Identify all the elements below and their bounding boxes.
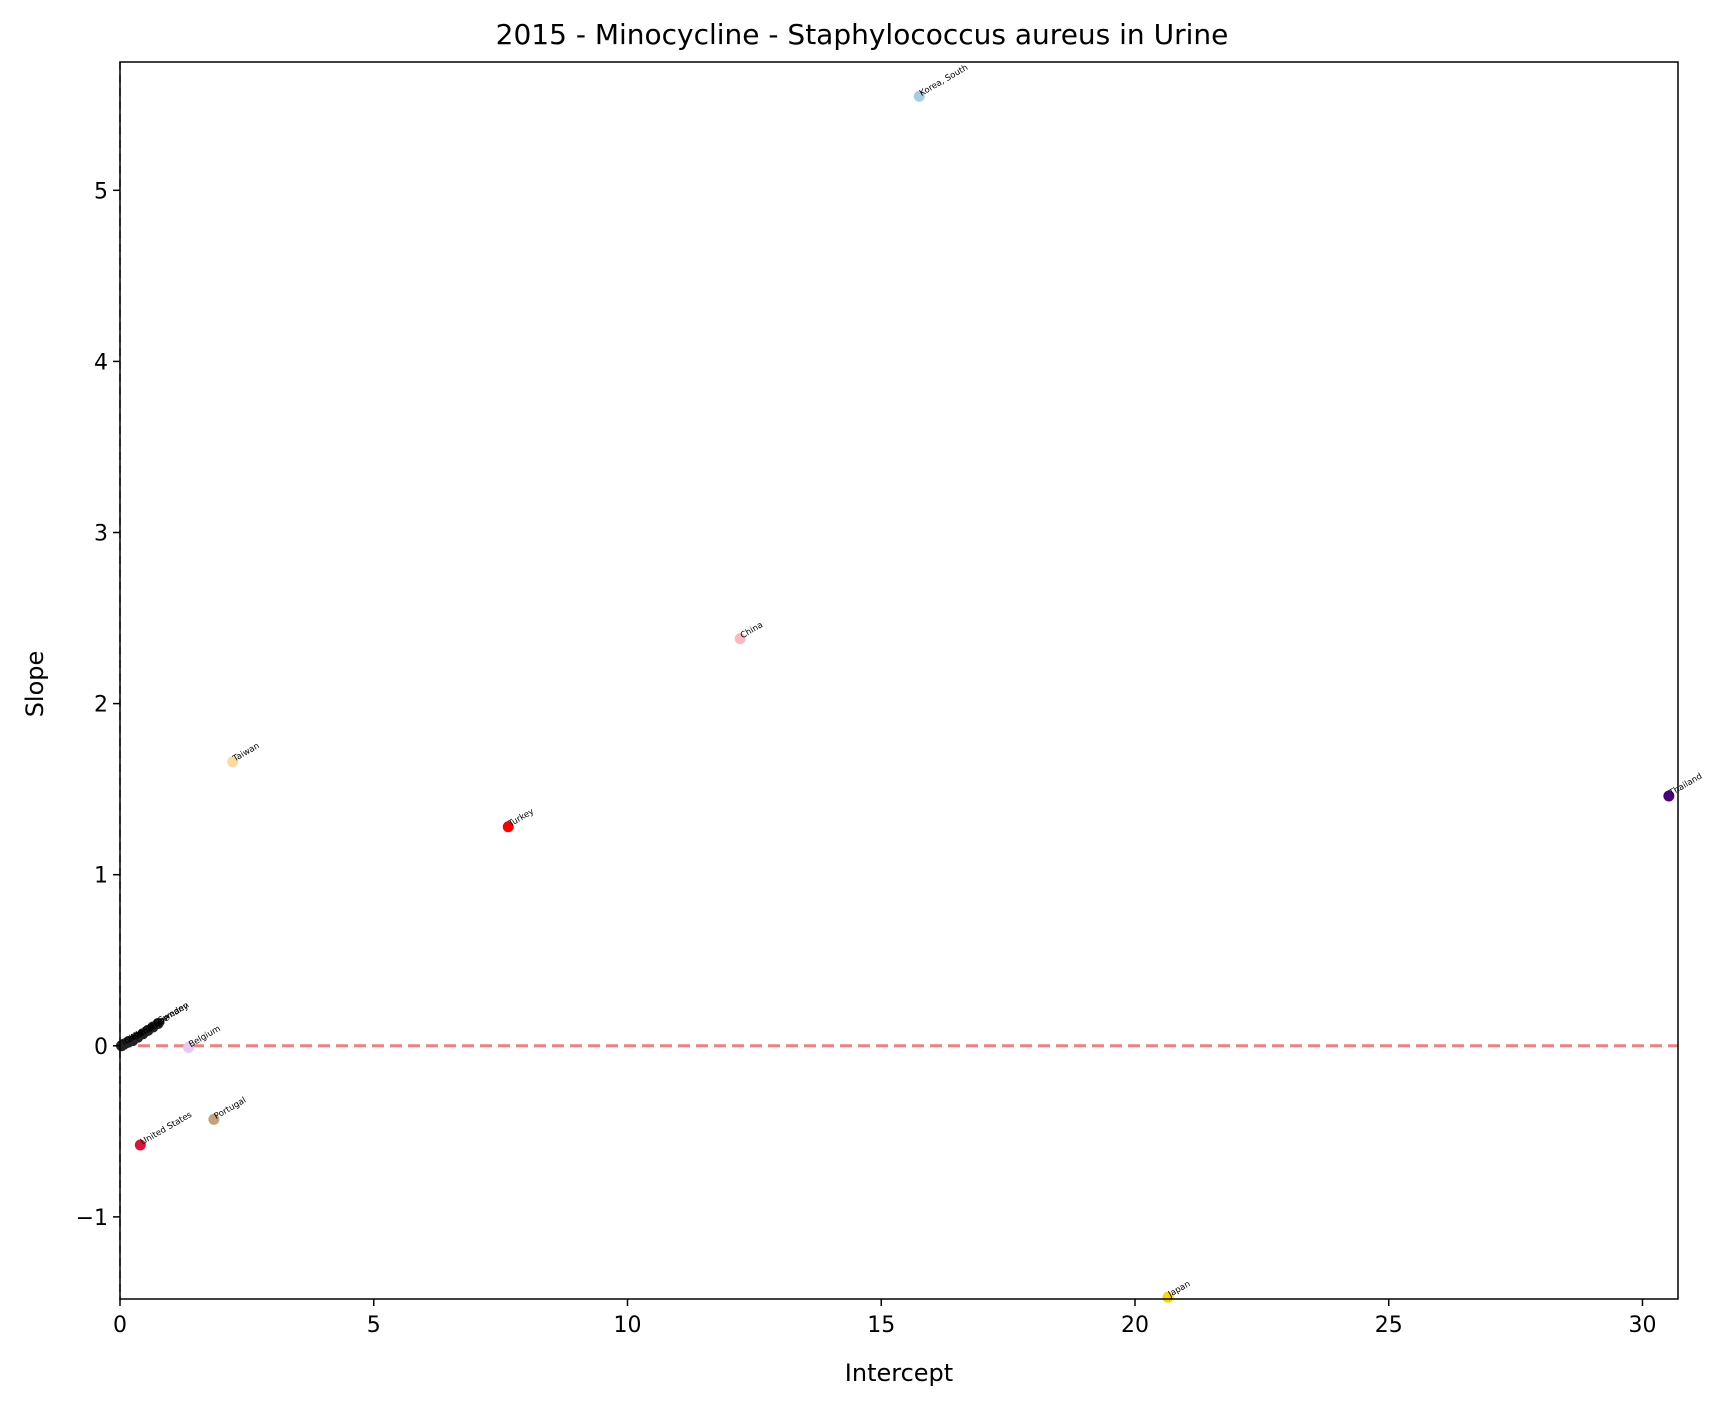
- x-tick-label: 25: [1375, 1313, 1403, 1338]
- point-india: [116, 1040, 128, 1052]
- x-tick-label: 10: [613, 1313, 641, 1338]
- x-tick-label: 30: [1628, 1313, 1656, 1338]
- point-thailand: [1663, 790, 1675, 802]
- y-axis-label: Slope: [21, 651, 49, 718]
- point-korea-south: [913, 90, 925, 102]
- point-china: [734, 633, 746, 645]
- x-tick-label: 5: [367, 1313, 381, 1338]
- y-tick-label: 4: [94, 350, 108, 375]
- point-turkey: [502, 821, 514, 833]
- point-taiwan: [227, 756, 239, 768]
- x-tick-label: 15: [867, 1313, 895, 1338]
- y-tick-label: 5: [94, 179, 108, 204]
- y-tick-label: 3: [94, 522, 108, 547]
- point-united-states: [134, 1139, 146, 1151]
- y-tick-label: 2: [94, 693, 108, 718]
- y-tick-label: 0: [94, 1035, 108, 1060]
- point-japan: [1162, 1291, 1174, 1303]
- x-axis-label: Intercept: [845, 1359, 953, 1387]
- plot-frame: [119, 61, 1679, 1300]
- point-portugal: [208, 1113, 220, 1125]
- point-belgium: [183, 1041, 195, 1053]
- y-tick-label: 1: [94, 864, 108, 889]
- x-tick-label: 0: [113, 1313, 127, 1338]
- axes: 0 5 10 15 20 25 30 −1 0 1 2 3 4 5: [76, 179, 1657, 1338]
- y-tick-label: −1: [76, 1206, 108, 1231]
- chart-title: 2015 - Minocycline - Staphylococcus aure…: [496, 18, 1229, 51]
- x-tick-label: 20: [1121, 1313, 1149, 1338]
